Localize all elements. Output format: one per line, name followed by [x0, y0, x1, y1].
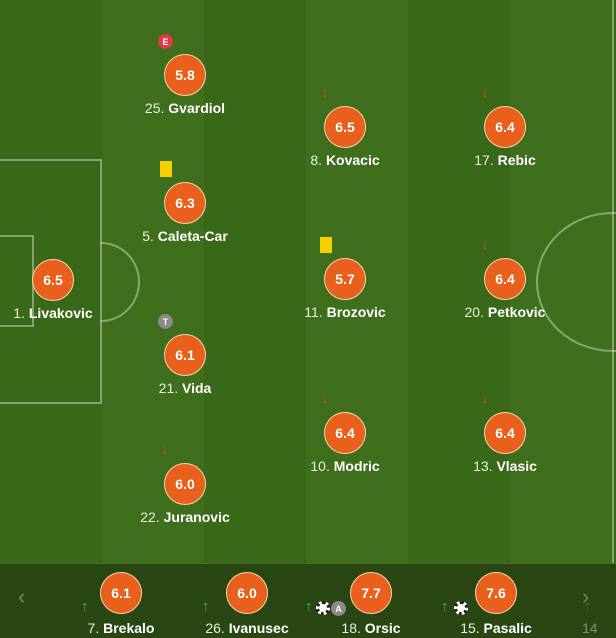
rating-badge: 6.5 — [324, 106, 366, 148]
event-badge-t: T — [158, 314, 173, 329]
rating-badge: 6.4 — [484, 258, 526, 300]
center-circle — [536, 212, 616, 352]
rating-badge: 6.3 — [164, 182, 206, 224]
goal-ball-icon — [454, 601, 468, 615]
substitutes-bar: ‹ › ↑ 6.1 7. Brekalo ↑ 6.0 26. Ivanusec … — [0, 563, 616, 638]
sub-out-arrow-icon: ↓ — [321, 84, 329, 101]
sub-out-arrow-icon: ↓ — [481, 236, 489, 253]
rating-badge: 7.7 — [350, 572, 392, 614]
sub-in-arrow-icon: ↑ — [584, 598, 592, 615]
player-name: 21. Vida — [158, 380, 212, 396]
rating-badge: 6.5 — [32, 259, 74, 301]
player-name: 11. Brozovic — [304, 304, 386, 320]
player-name: 10. Modric — [310, 458, 380, 474]
player-name: 7. Brekalo — [87, 620, 155, 636]
sub-in-arrow-icon: ↑ — [441, 598, 449, 615]
sub-out-arrow-icon: ↓ — [161, 441, 169, 458]
rating-badge: 5.7 — [324, 258, 366, 300]
rating-badge: 5.8 — [164, 54, 206, 96]
yellow-card-icon — [320, 237, 332, 253]
rating-badge: 6.0 — [226, 572, 268, 614]
sub-out-arrow-icon: ↓ — [481, 84, 489, 101]
rating-badge: 6.1 — [100, 572, 142, 614]
assist-badge: A — [331, 601, 346, 616]
rating-badge: 6.4 — [324, 412, 366, 454]
player-name: 26. Ivanusec — [205, 620, 289, 636]
sub-out-arrow-icon: ↓ — [481, 390, 489, 407]
sub-in-arrow-icon: ↑ — [305, 598, 313, 615]
player-name: 25. Gvardiol — [144, 100, 226, 116]
player-number: 14 — [582, 620, 598, 636]
player-name: 13. Vlasic — [473, 458, 537, 474]
player-name: 15. Pasalic — [460, 620, 532, 636]
sub-in-arrow-icon: ↑ — [81, 598, 89, 615]
sub-in-arrow-icon: ↑ — [202, 598, 210, 615]
rating-badge: 6.4 — [484, 412, 526, 454]
player-name: 22. Juranovic — [140, 509, 230, 525]
player-name: 17. Rebic — [474, 152, 536, 168]
sub-out-arrow-icon: ↓ — [321, 390, 329, 407]
goal-ball-icon — [316, 601, 330, 615]
pitch: 6.5 1. Livakovic E 5.8 25. Gvardiol 6.3 … — [0, 0, 616, 563]
rating-badge: 6.0 — [164, 463, 206, 505]
rating-badge: 7.6 — [475, 572, 517, 614]
event-badge-e: E — [158, 34, 173, 49]
prev-chevron-icon[interactable]: ‹ — [18, 584, 26, 609]
next-chevron-icon[interactable]: › — [582, 584, 590, 609]
player-name: 5. Caleta-Car — [142, 228, 228, 244]
player-name: 20. Petkovic — [464, 304, 546, 320]
player-name: 8. Kovacic — [310, 152, 380, 168]
rating-badge: 6.4 — [484, 106, 526, 148]
player-name: 1. Livakovic — [13, 305, 93, 321]
player-name: 18. Orsic — [341, 620, 401, 636]
rating-badge: 6.1 — [164, 334, 206, 376]
yellow-card-icon — [160, 161, 172, 177]
